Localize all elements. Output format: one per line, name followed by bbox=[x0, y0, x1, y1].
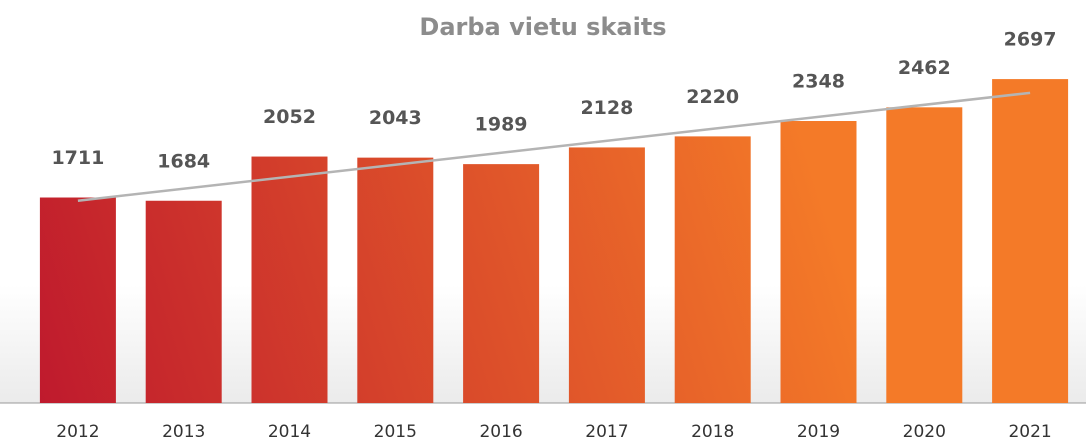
chart-title: Darba vietu skaits bbox=[419, 13, 666, 41]
x-tick-label: 2012 bbox=[56, 422, 99, 439]
bar bbox=[992, 79, 1069, 403]
value-label: 2348 bbox=[792, 71, 845, 93]
bar bbox=[780, 121, 857, 404]
bar bbox=[251, 156, 328, 403]
value-label: 2697 bbox=[1004, 29, 1057, 51]
x-tick-label: 2018 bbox=[691, 422, 734, 439]
value-label: 2462 bbox=[898, 57, 951, 79]
x-tick-label: 2014 bbox=[268, 422, 311, 439]
value-label: 2220 bbox=[686, 86, 739, 108]
x-tick-label: 2017 bbox=[585, 422, 628, 439]
bar bbox=[39, 197, 116, 403]
bar bbox=[463, 164, 540, 403]
x-tick-label: 2019 bbox=[797, 422, 840, 439]
value-label: 2128 bbox=[580, 97, 633, 119]
value-label: 1711 bbox=[51, 147, 104, 169]
value-label: 2043 bbox=[369, 107, 422, 129]
x-tick-label: 2015 bbox=[374, 422, 417, 439]
value-label: 1989 bbox=[475, 114, 528, 136]
x-tick-label: 2020 bbox=[903, 422, 946, 439]
bar bbox=[886, 107, 963, 404]
bar bbox=[145, 200, 222, 403]
x-tick-label: 2021 bbox=[1008, 422, 1051, 439]
bar bbox=[568, 147, 645, 403]
value-label: 1684 bbox=[157, 150, 210, 172]
trend-line bbox=[77, 91, 1031, 202]
x-tick-label: 2013 bbox=[162, 422, 205, 439]
bar bbox=[674, 136, 751, 404]
value-label: 2052 bbox=[263, 106, 316, 128]
bar bbox=[357, 157, 434, 403]
x-tick-label: 2016 bbox=[479, 422, 522, 439]
